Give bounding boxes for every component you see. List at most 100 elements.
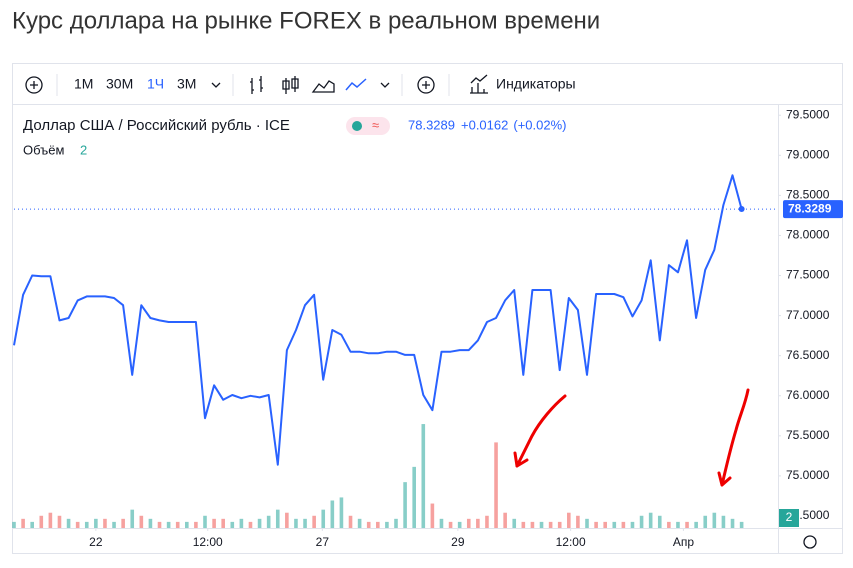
symbol-title: Доллар США / Российский рубль · ICE: [23, 117, 290, 134]
interval-button[interactable]: 30M: [106, 76, 133, 92]
volume-bar: [712, 512, 717, 528]
x-tick-label: Апр: [673, 535, 695, 549]
volume-legend-label: Объём: [23, 142, 64, 157]
volume-badge-label: 2: [786, 510, 793, 524]
indicators-button[interactable]: Индикаторы: [496, 76, 576, 92]
volume-bar: [330, 500, 335, 528]
x-tick-label: 12:00: [556, 535, 586, 549]
dropdown[interactable]: [211, 82, 221, 88]
volume-bar: [212, 518, 216, 528]
volume-bar: [203, 515, 207, 528]
volume-bar: [294, 518, 298, 528]
volume-bar: [430, 503, 435, 528]
volume-bar: [339, 497, 344, 528]
volume-bar: [357, 518, 362, 528]
volume-bar: [448, 521, 453, 528]
volume-bar: [175, 521, 180, 528]
interval-button[interactable]: 1M: [74, 76, 93, 92]
y-tick-label: 76.5000: [786, 348, 830, 362]
x-tick-label: 27: [316, 535, 330, 549]
toolbar: 1M 30M 1Ч 3M Индикаторы: [25, 74, 576, 96]
volume-bar: [603, 521, 607, 528]
volume-bar: [303, 518, 307, 528]
compare-icon: [422, 81, 430, 89]
x-tick-label: 29: [451, 535, 465, 549]
volume-bar: [494, 442, 498, 528]
volume-bar: [130, 509, 135, 528]
price-line: [13, 174, 743, 466]
volume-bar: [185, 521, 189, 528]
settings[interactable]: [803, 535, 817, 549]
y-tick-label: 78.5000: [786, 188, 830, 202]
volume-bar: [685, 521, 689, 528]
area-icon[interactable]: [311, 80, 335, 93]
indicators-icon: [470, 74, 488, 94]
volume-bar: [94, 518, 98, 528]
volume-bar: [403, 482, 407, 528]
volume-bar: [275, 509, 280, 528]
y-tick-label: 75.5000: [786, 428, 830, 442]
volume-bar: [166, 521, 171, 528]
market-status: [352, 121, 362, 131]
bars-icon[interactable]: [250, 76, 263, 94]
volume-bar: [503, 512, 507, 528]
volume-bar: [48, 512, 53, 528]
add-symbol[interactable]: [25, 76, 43, 94]
volume-bar: [730, 518, 735, 528]
volume-bar: [376, 521, 380, 528]
last-point: [738, 206, 745, 213]
candles-icon[interactable]: [282, 76, 299, 94]
volume-bar: [594, 521, 598, 528]
line-icon[interactable]: [345, 78, 367, 91]
volume-bar: [230, 521, 235, 528]
volume-bar: [667, 521, 671, 528]
y-tick-label: 77.0000: [786, 308, 830, 322]
volume-bar: [648, 512, 653, 528]
annotation-arrow: [513, 394, 567, 468]
volume-bar: [312, 515, 316, 528]
y-tick-label: 78.0000: [786, 228, 830, 242]
volume-bar: [30, 521, 34, 528]
volume-bar: [703, 515, 708, 528]
volume-bar: [194, 521, 198, 528]
last-price: 78.3289: [408, 117, 455, 132]
interval-button[interactable]: 3M: [177, 76, 196, 92]
volume-bar: [75, 521, 80, 528]
volume-bar: [112, 521, 116, 528]
volume-bar: [148, 518, 153, 528]
last-price-label: 78.3289: [788, 201, 832, 215]
volume-bar: [157, 521, 162, 528]
volume-bar: [121, 518, 125, 528]
volume-bar: [439, 518, 444, 528]
volume-bar: [12, 521, 16, 528]
volume-bar: [66, 518, 71, 528]
price-change: +0.0162: [461, 117, 508, 132]
volume-bar: [385, 521, 389, 528]
volume-bar: [139, 515, 144, 528]
interval-button[interactable]: 1Ч: [147, 76, 164, 92]
volume-bar: [248, 521, 253, 528]
y-tick-label: 77.5000: [786, 268, 830, 282]
volume-bar: [557, 521, 562, 528]
dropdown[interactable]: [380, 82, 390, 88]
volume-bar: [567, 512, 571, 528]
volume-bar: [576, 515, 580, 528]
y-tick-label: 76.0000: [786, 388, 830, 402]
volume-bar: [257, 518, 262, 528]
volume-bar: [266, 515, 271, 528]
volume-bar: [39, 515, 44, 528]
volume-bar: [485, 515, 489, 528]
volume-legend-value: 2: [80, 142, 87, 157]
page-title: Курс доллара на рынке FOREX в реальном в…: [12, 7, 600, 34]
delay-icon: ≈: [372, 117, 379, 132]
add-symbol-icon: [30, 81, 38, 89]
volume-bar: [621, 521, 626, 528]
volume-bar: [285, 512, 289, 528]
compare[interactable]: [417, 76, 435, 94]
volume-bar: [221, 518, 225, 528]
volume-bar: [530, 521, 535, 528]
volume-bar: [739, 521, 744, 528]
annotation-arrow: [717, 388, 750, 487]
